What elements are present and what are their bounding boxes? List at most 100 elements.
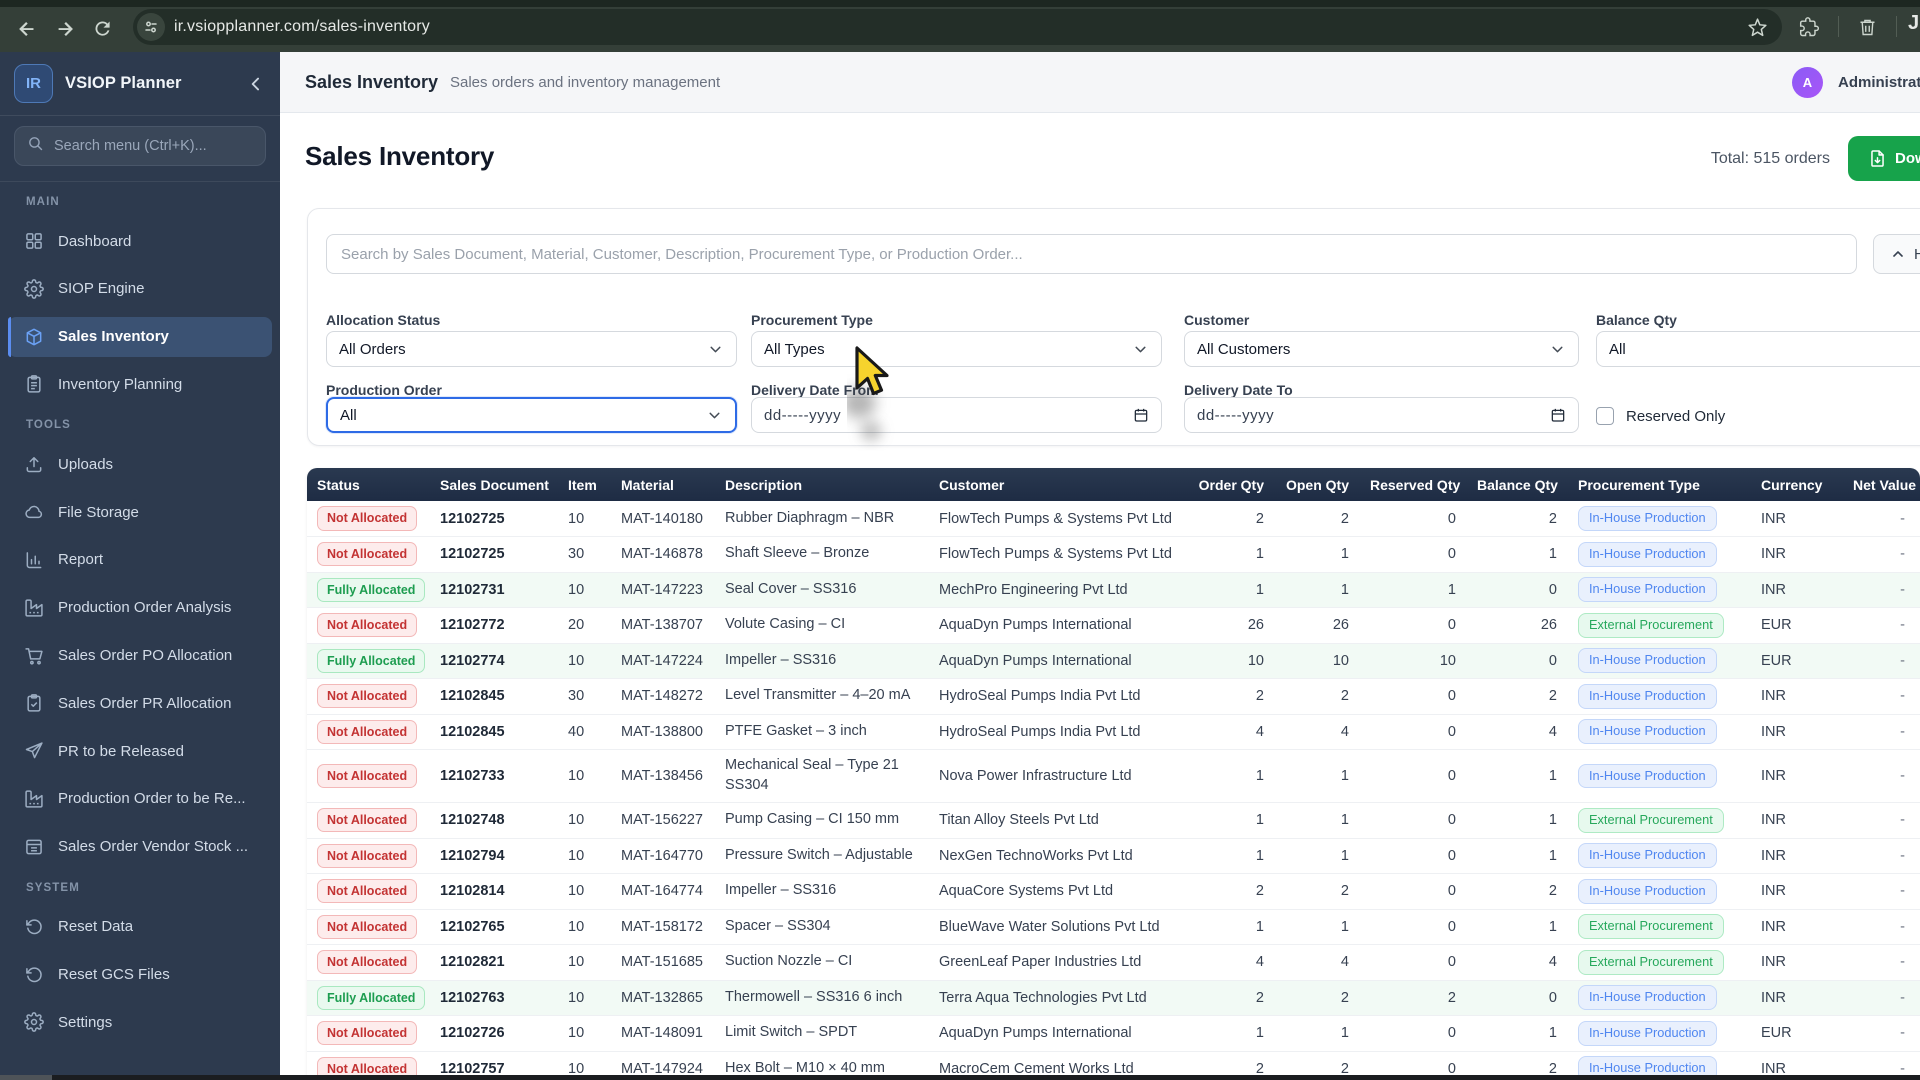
col-order-qty[interactable]: Order Qty — [1185, 468, 1272, 501]
bookmark-star-icon[interactable] — [1747, 17, 1768, 38]
address-bar[interactable]: ir.vsiopplanner.com/sales-inventory — [133, 9, 1782, 45]
hide-filters-button[interactable]: Hide Filters — [1873, 234, 1920, 274]
sidebar-item-sales-order-pr-allocation[interactable]: Sales Order PR Allocation — [8, 683, 272, 723]
extensions-icon[interactable] — [1799, 17, 1820, 38]
table-search-input[interactable]: Search by Sales Document, Material, Cust… — [326, 234, 1857, 274]
table-row[interactable]: Not Allocated 12102845 40 MAT-138800 PTF… — [307, 714, 1920, 750]
url-text: ir.vsiopplanner.com/sales-inventory — [174, 18, 431, 35]
cell-material: MAT-147223 — [608, 572, 712, 608]
col-sales-document[interactable]: Sales Document — [427, 468, 555, 501]
table-row[interactable]: Not Allocated 12102748 10 MAT-156227 Pum… — [307, 802, 1920, 839]
table-row[interactable]: Not Allocated 12102772 20 MAT-138707 Vol… — [307, 607, 1920, 644]
file-download-icon — [1868, 149, 1887, 168]
cell-balance-qty: 1 — [1464, 749, 1565, 803]
cell-reserved-qty: 0 — [1357, 802, 1464, 839]
sidebar-item-file-storage[interactable]: File Storage — [8, 492, 272, 532]
delivery-date-to-input[interactable]: dd-----yyyy — [1184, 397, 1579, 433]
download-button[interactable]: Download — [1848, 136, 1920, 181]
table-row[interactable]: Not Allocated 12102757 10 MAT-147924 Hex… — [307, 1051, 1920, 1075]
table-row[interactable]: Not Allocated 12102794 10 MAT-164770 Pre… — [307, 838, 1920, 874]
cell-item: 10 — [555, 749, 608, 803]
col-customer[interactable]: Customer — [926, 468, 1185, 501]
sidebar-item-settings[interactable]: Settings — [8, 1002, 272, 1042]
browser-back-icon[interactable] — [16, 18, 38, 40]
procurement-type-badge: External Procurement — [1578, 949, 1724, 975]
table-row[interactable]: Not Allocated 12102845 30 MAT-148272 Lev… — [307, 678, 1920, 715]
table-row[interactable]: Not Allocated 12102733 10 MAT-138456 Mec… — [307, 749, 1920, 803]
cell-currency: INR — [1748, 536, 1840, 573]
col-item[interactable]: Item — [555, 468, 608, 501]
production-order-select[interactable]: All — [326, 397, 737, 433]
table-row[interactable]: Fully Allocated 12102731 10 MAT-147223 S… — [307, 572, 1920, 608]
horizontal-scrollbar[interactable] — [0, 1075, 1920, 1080]
cell-balance-qty: 2 — [1464, 501, 1565, 537]
col-status[interactable]: Status — [307, 468, 427, 501]
table-row[interactable]: Fully Allocated 12102774 10 MAT-147224 I… — [307, 643, 1920, 679]
sidebar-item-inventory-planning[interactable]: Inventory Planning — [8, 364, 272, 404]
cell-open-qty: 1 — [1272, 572, 1357, 608]
cell-net-value: - — [1840, 802, 1920, 839]
cell-order-qty: 1 — [1185, 536, 1272, 573]
table-row[interactable]: Not Allocated 12102814 10 MAT-164774 Imp… — [307, 873, 1920, 910]
col-balance-qty[interactable]: Balance Qty — [1464, 468, 1565, 501]
user-menu[interactable]: A Administrator — [1792, 67, 1920, 98]
col-currency[interactable]: Currency — [1748, 468, 1840, 501]
table-row[interactable]: Fully Allocated 12102763 10 MAT-132865 T… — [307, 980, 1920, 1016]
cell-customer: Titan Alloy Steels Pvt Ltd — [926, 802, 1185, 839]
cell-open-qty: 1 — [1272, 1015, 1357, 1052]
cell-procurement-type: External Procurement — [1565, 944, 1748, 981]
delivery-date-from-input[interactable]: dd-----yyyy — [751, 397, 1162, 433]
sidebar-item-siop-engine[interactable]: SIOP Engine — [8, 269, 272, 309]
sidebar-collapse-icon[interactable] — [246, 74, 266, 94]
col-open-qty[interactable]: Open Qty — [1272, 468, 1357, 501]
sidebar-item-sales-order-po-allocation[interactable]: Sales Order PO Allocation — [8, 636, 272, 676]
col-reserved-qty[interactable]: Reserved Qty — [1357, 468, 1464, 501]
col-net-value[interactable]: Net Value — [1840, 468, 1920, 501]
browser-forward-icon[interactable] — [54, 18, 76, 40]
status-badge: Not Allocated — [317, 542, 418, 567]
reserved-only-checkbox-row[interactable]: Reserved Only — [1596, 407, 1725, 425]
sidebar-item-sales-inventory[interactable]: Sales Inventory — [8, 316, 272, 357]
sidebar-item-production-order-to-be-re[interactable]: Production Order to be Re... — [8, 779, 272, 819]
col-description[interactable]: Description — [712, 468, 926, 501]
table-row[interactable]: Not Allocated 12102821 10 MAT-151685 Suc… — [307, 944, 1920, 981]
sidebar-item-reset-gcs-files[interactable]: Reset GCS Files — [8, 955, 272, 995]
calendar-icon[interactable] — [1133, 407, 1149, 423]
procurement-type-badge: In-House Production — [1578, 985, 1717, 1011]
cell-item: 10 — [555, 1015, 608, 1052]
cell-procurement-type: In-House Production — [1565, 643, 1748, 679]
cell-procurement-type: In-House Production — [1565, 714, 1748, 750]
sidebar-search-input[interactable]: Search menu (Ctrl+K)... — [14, 126, 266, 166]
sidebar-item-reset-data[interactable]: Reset Data — [8, 907, 272, 947]
balance-qty-select[interactable]: All — [1596, 331, 1920, 367]
table-row[interactable]: Not Allocated 12102765 10 MAT-158172 Spa… — [307, 909, 1920, 945]
table-row[interactable]: Not Allocated 12102725 10 MAT-140180 Rub… — [307, 501, 1920, 537]
procurement-type-badge: In-House Production — [1578, 1020, 1717, 1046]
balance-qty-value: All — [1609, 340, 1626, 358]
sidebar-item-report[interactable]: Report — [8, 540, 272, 580]
scrollbar-thumb[interactable] — [0, 1075, 52, 1080]
sidebar-item-label: Settings — [58, 1013, 113, 1031]
cell-customer: AquaDyn Pumps International — [926, 607, 1185, 644]
reserved-only-checkbox[interactable] — [1596, 407, 1614, 425]
table-row[interactable]: Not Allocated 12102725 30 MAT-146878 Sha… — [307, 536, 1920, 573]
browser-reload-icon[interactable] — [92, 18, 114, 40]
cell-sales-document: 12102725 — [427, 536, 555, 573]
col-material[interactable]: Material — [608, 468, 712, 501]
procurement-type-select[interactable]: All Types — [751, 331, 1162, 367]
table-row[interactable]: Not Allocated 12102726 10 MAT-148091 Lim… — [307, 1015, 1920, 1052]
sidebar-item-dashboard[interactable]: Dashboard — [8, 221, 272, 261]
col-procurement-type[interactable]: Procurement Type — [1565, 468, 1748, 501]
sidebar-item-production-order-analysis[interactable]: Production Order Analysis — [8, 588, 272, 628]
site-settings-icon[interactable] — [137, 13, 165, 41]
trash-icon[interactable] — [1857, 17, 1878, 38]
sidebar-item-sales-order-vendor-stock[interactable]: Sales Order Vendor Stock ... — [8, 827, 272, 867]
allocation-status-select[interactable]: All Orders — [326, 331, 737, 367]
cell-balance-qty: 1 — [1464, 838, 1565, 874]
browser-profile-icon[interactable]: J — [1908, 12, 1920, 34]
calendar-icon[interactable] — [1550, 407, 1566, 423]
sidebar-item-uploads[interactable]: Uploads — [8, 444, 272, 484]
customer-select[interactable]: All Customers — [1184, 331, 1579, 367]
cell-customer: HydroSeal Pumps India Pvt Ltd — [926, 714, 1185, 750]
sidebar-item-pr-to-be-released[interactable]: PR to be Released — [8, 731, 272, 771]
